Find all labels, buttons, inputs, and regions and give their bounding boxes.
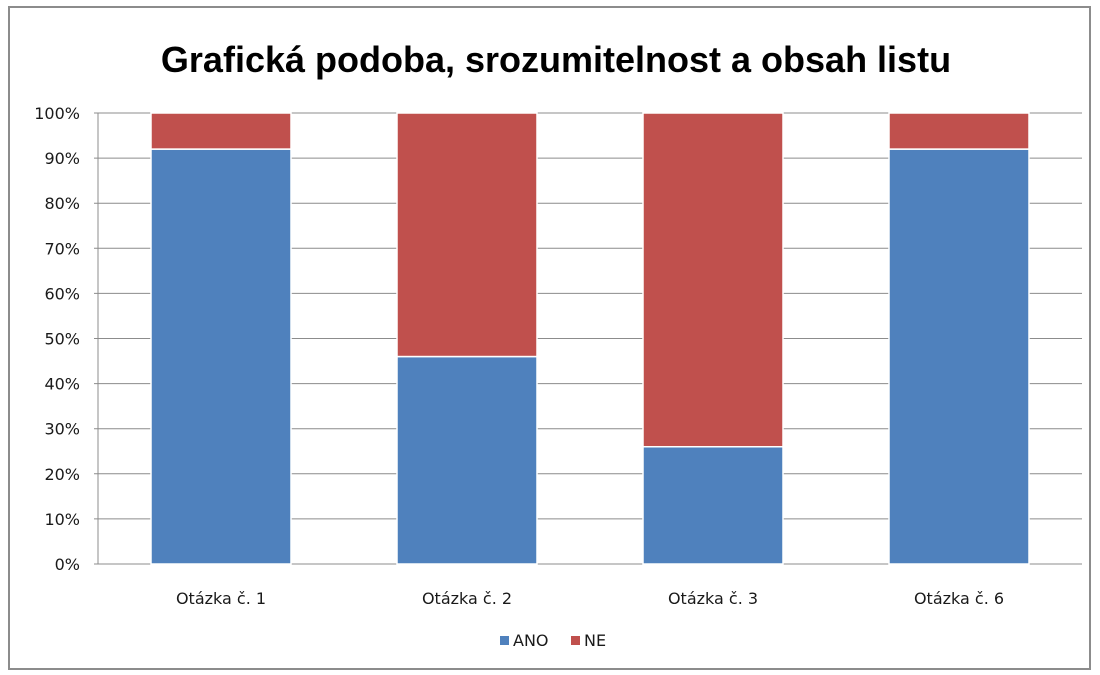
y-tick-label: 40% bbox=[44, 375, 80, 394]
x-tick-label: Otázka č. 6 bbox=[914, 589, 1004, 608]
y-tick-label: 60% bbox=[44, 284, 80, 303]
bars bbox=[150, 112, 1030, 565]
bar-ano-3 bbox=[642, 445, 784, 565]
y-tick-label: 80% bbox=[44, 194, 80, 213]
chart-title: Grafická podoba, srozumitelnost a obsah … bbox=[161, 39, 951, 80]
bar-ano-2 bbox=[396, 355, 538, 565]
y-tick-label: 20% bbox=[44, 465, 80, 484]
legend-label-ne: NE bbox=[584, 631, 606, 650]
bar-ano-4 bbox=[888, 148, 1030, 565]
legend-label-ano: ANO bbox=[513, 631, 549, 650]
bar-ne-4 bbox=[888, 112, 1030, 150]
y-tick-label: 70% bbox=[44, 239, 80, 258]
bar-ne-1 bbox=[150, 112, 292, 150]
bar-ne-3 bbox=[642, 112, 784, 448]
legend-swatch-ne bbox=[571, 636, 580, 645]
x-axis-ticks: Otázka č. 1 Otázka č. 2 Otázka č. 3 Otázka … bbox=[176, 589, 1004, 608]
y-axis-ticks: 0% 10% 20% 30% 40% 50% 60% 70% 80% 90% 100% bbox=[34, 104, 80, 574]
x-tick-label: Otázka č. 3 bbox=[668, 589, 758, 608]
y-tick-label: 90% bbox=[44, 149, 80, 168]
y-tick-label: 50% bbox=[44, 330, 80, 349]
legend-swatch-ano bbox=[500, 636, 509, 645]
legend: ANO NE bbox=[500, 631, 606, 650]
y-tick-label: 0% bbox=[55, 555, 80, 574]
x-tick-label: Otázka č. 2 bbox=[422, 589, 512, 608]
y-tick-label: 100% bbox=[34, 104, 80, 123]
bar-ano-1 bbox=[150, 148, 292, 565]
x-tick-label: Otázka č. 1 bbox=[176, 589, 266, 608]
y-tick-label: 10% bbox=[44, 510, 80, 529]
y-tick-label: 30% bbox=[44, 420, 80, 439]
bar-ne-2 bbox=[396, 112, 538, 358]
